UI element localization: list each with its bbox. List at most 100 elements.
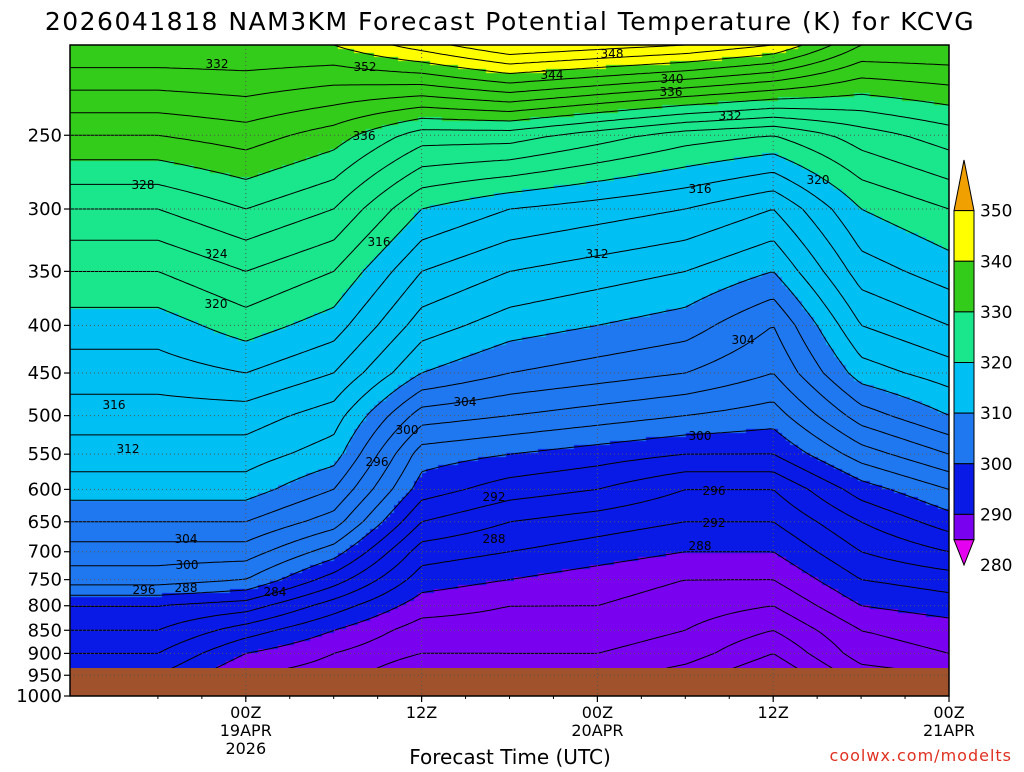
contour-306 [70, 326, 950, 543]
contour-label: 348 [601, 47, 624, 61]
contour-338 [70, 44, 833, 84]
pressure-tick-label: 850 [28, 620, 62, 641]
time-tick-label: 2026 [225, 739, 266, 758]
contour-304 [70, 373, 950, 567]
pressure-tick-label: 550 [28, 444, 62, 465]
contour-334 [70, 60, 950, 123]
contour-298 [70, 453, 950, 607]
contour-290 [154, 551, 950, 697]
colorbar-label: 330 [980, 303, 1012, 323]
time-tick-label: 00Z [230, 703, 261, 722]
contour-label: 332 [206, 57, 229, 71]
time-tick-label: 20APR [571, 721, 623, 740]
colorbar-label: 340 [980, 252, 1012, 272]
colorbar-cap-bottom [953, 539, 975, 567]
contour-label: 324 [205, 247, 228, 261]
ground-surface [70, 668, 949, 696]
colorbar-band [953, 463, 975, 515]
contour-302 [70, 401, 950, 586]
contour-label: 316 [368, 235, 391, 249]
contour-label: 316 [689, 182, 712, 196]
colorbar-band [953, 513, 975, 541]
contour-label: 352 [354, 60, 377, 74]
colorbar-band [953, 260, 975, 313]
contour-326 [70, 116, 950, 241]
pressure-tick-label: 950 [28, 665, 62, 686]
pressure-tick-label: 700 [28, 542, 62, 563]
contour-label: 320 [205, 297, 228, 311]
contour-label: 296 [133, 583, 156, 597]
time-tick-label: 12Z [758, 703, 789, 722]
contour-label: 288 [483, 532, 506, 546]
contour-label: 296 [366, 455, 389, 469]
time-tick-label: 21APR [923, 721, 975, 740]
contour-label: 304 [175, 532, 198, 546]
contour-label: 292 [483, 490, 506, 504]
time-tick-label: 00Z [582, 703, 613, 722]
pressure-axis: 2503003504004505005506006507007508008509… [16, 125, 70, 707]
plot-area [70, 44, 950, 697]
colorbar-band [953, 210, 975, 262]
contour-label: 320 [807, 173, 830, 187]
colorbar: 350 340 330 320 310 300 290 280 [953, 159, 1012, 576]
contour-label: 300 [689, 429, 712, 443]
contour-label: 332 [719, 109, 742, 123]
pressure-tick-label: 750 [28, 570, 62, 591]
contour-300 [70, 428, 950, 596]
contour-label: 312 [586, 247, 609, 261]
contour-324 [70, 125, 950, 272]
watermark: coolwx.com/modelts [830, 746, 1012, 765]
contour-308 [70, 298, 950, 523]
contour-label: 344 [541, 68, 564, 82]
contour-328 [70, 107, 950, 210]
colorbar-label: 290 [980, 505, 1012, 525]
colorbar-label: 350 [980, 202, 1012, 222]
contour-label: 316 [103, 398, 126, 412]
contour-320 [70, 153, 950, 342]
contour-label: 336 [660, 85, 683, 99]
colorbar-label: 280 [980, 556, 1012, 576]
contour-296 [70, 471, 950, 631]
contour-336 [70, 44, 949, 97]
time-tick-label: 00Z [933, 703, 964, 722]
contour-288 [216, 579, 950, 697]
contour-label: 304 [732, 333, 755, 347]
contour-label: 296 [703, 484, 726, 498]
contour-label: 288 [175, 581, 198, 595]
pressure-tick-label: 300 [28, 199, 62, 220]
pressure-tick-label: 450 [28, 363, 62, 384]
contour-294 [70, 489, 950, 654]
contour-label: 300 [396, 423, 419, 437]
contour-label: 284 [264, 585, 287, 599]
contour-label: 336 [353, 129, 376, 143]
pressure-tick-label: 350 [28, 261, 62, 282]
colorbar-band [953, 311, 975, 363]
colorbar-label: 300 [980, 455, 1012, 475]
colorbar-label: 320 [980, 354, 1012, 374]
pressure-tick-label: 600 [28, 479, 62, 500]
contour-label: 288 [689, 539, 712, 553]
pressure-tick-label: 650 [28, 512, 62, 533]
x-axis-label: Forecast Time (UTC) [409, 745, 611, 768]
contour-314 [70, 209, 950, 436]
colorbar-band [953, 412, 975, 465]
pressure-tick-label: 1000 [16, 686, 62, 707]
contour-label: 300 [176, 558, 199, 572]
contour-label: 340 [661, 72, 684, 86]
contour-label: 328 [132, 178, 155, 192]
pressure-tick-label: 400 [28, 315, 62, 336]
colorbar-label: 310 [980, 404, 1012, 424]
contour-label: 292 [703, 516, 726, 530]
chart-title: 2026041818 NAM3KM Forecast Potential Tem… [45, 7, 975, 36]
pressure-tick-label: 900 [28, 643, 62, 664]
contour-label: 304 [454, 395, 477, 409]
theta-field [70, 45, 949, 696]
contour-322 [70, 135, 950, 308]
contour-label: 312 [117, 442, 140, 456]
pressure-tick-label: 800 [28, 596, 62, 617]
pressure-tick-label: 500 [28, 406, 62, 427]
